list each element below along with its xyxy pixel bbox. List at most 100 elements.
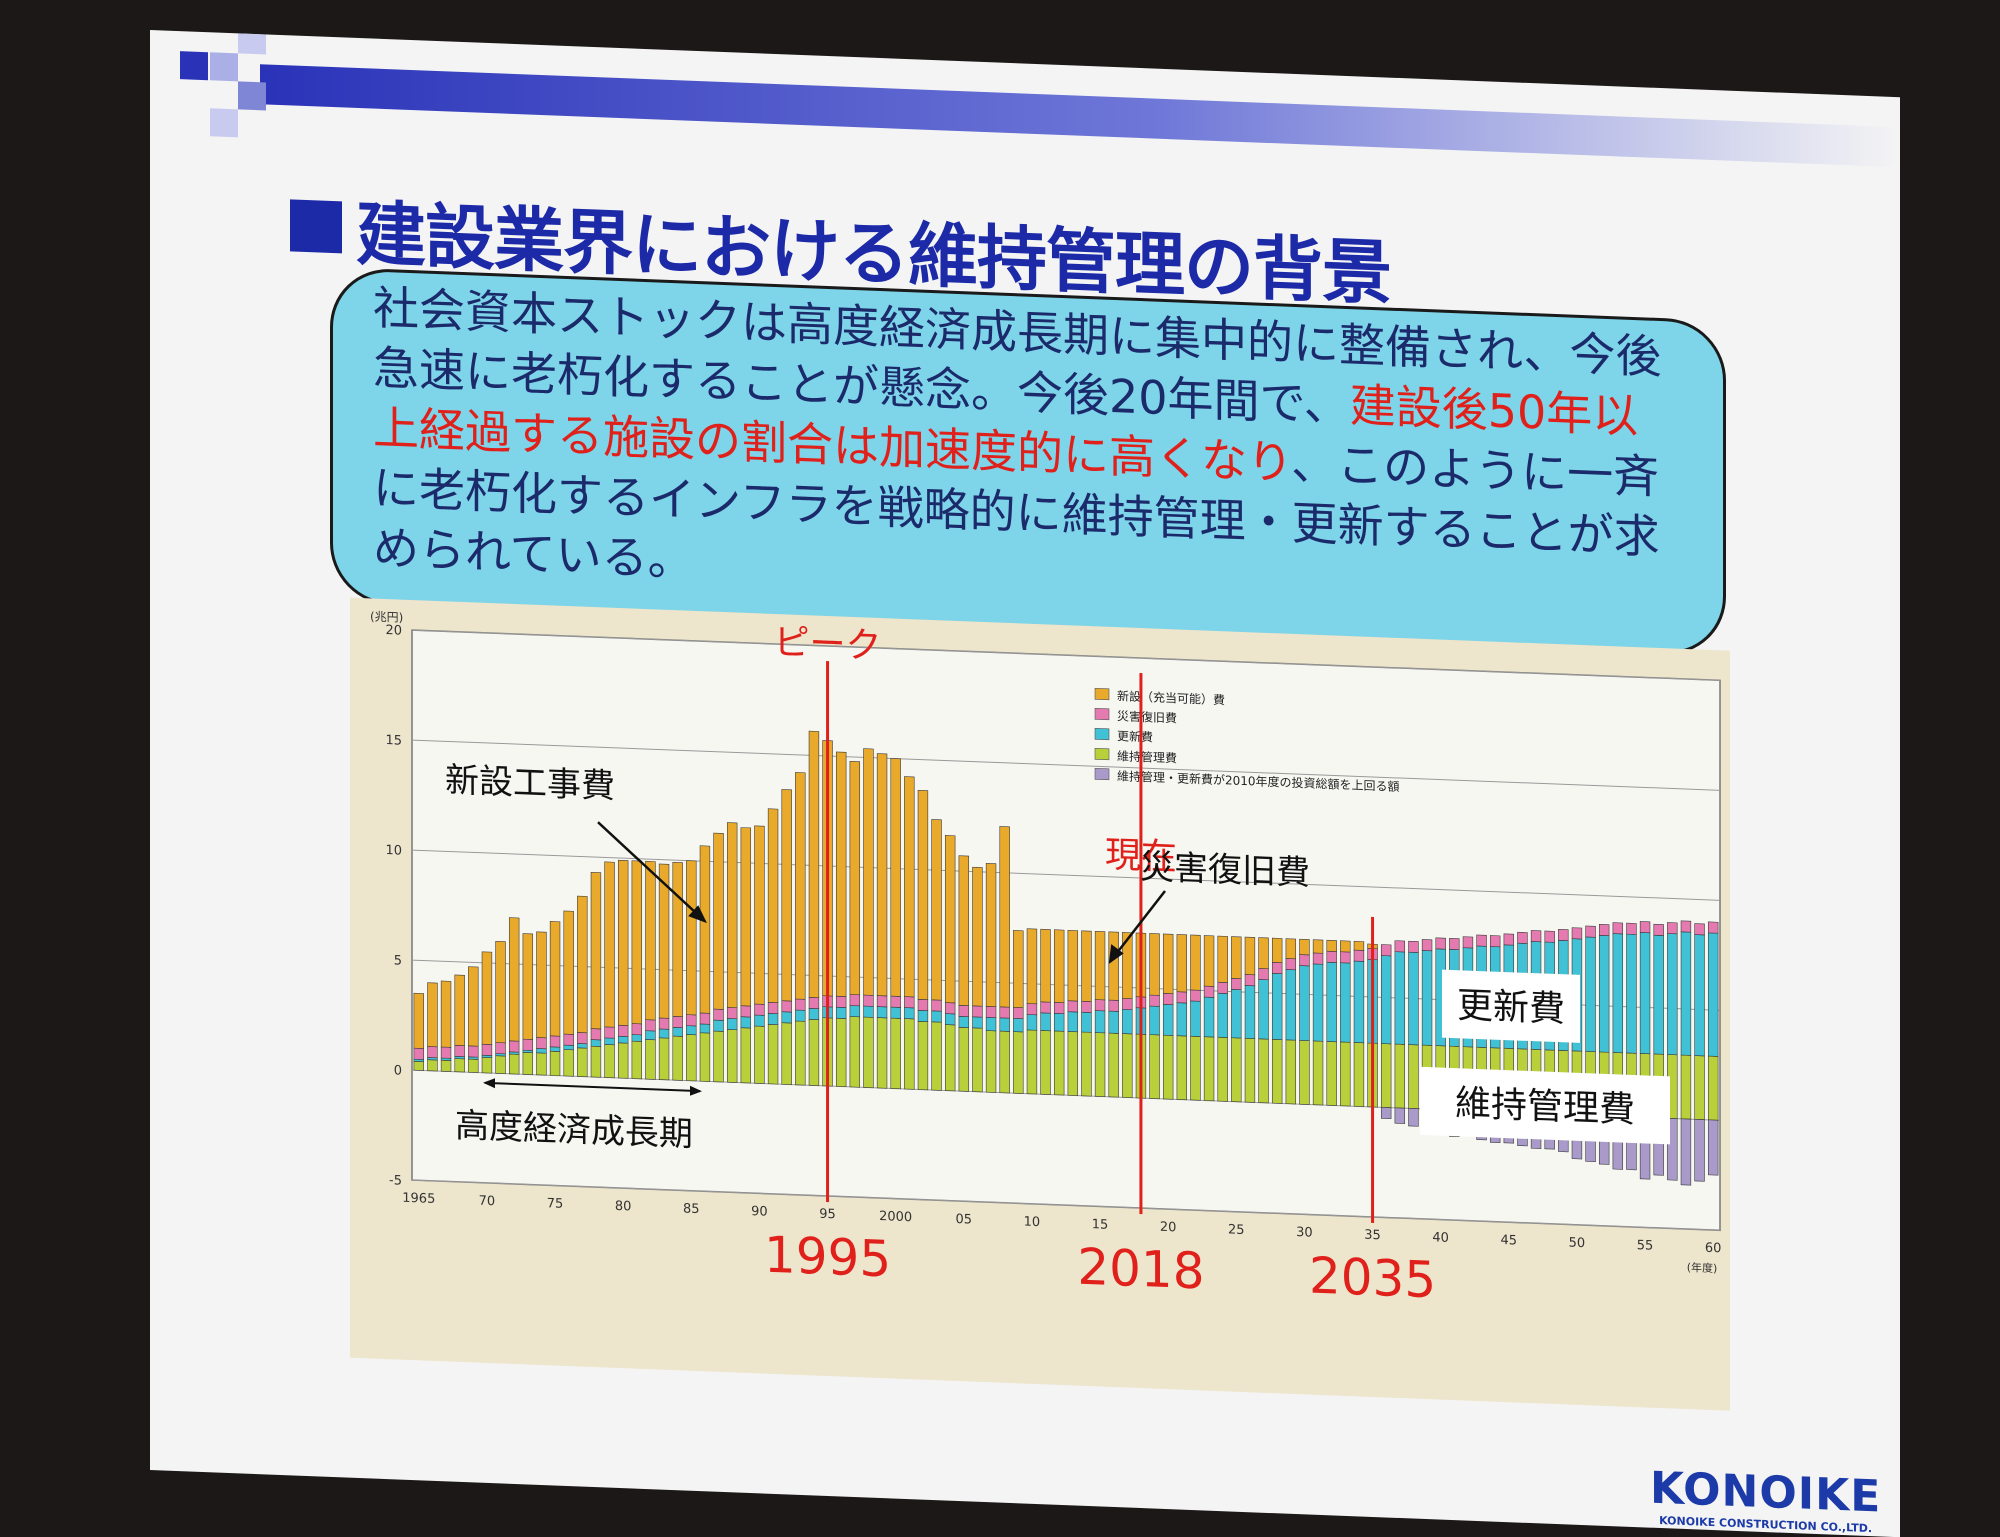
bar-disaster	[522, 1038, 534, 1051]
bar-renewal	[590, 1039, 602, 1047]
legend-swatch-renewal	[1094, 727, 1110, 741]
bar-maintenance	[577, 1047, 588, 1078]
bar-renewal	[917, 1009, 929, 1022]
marker-top-label: ピーク	[774, 622, 882, 667]
bar-new_construction	[944, 835, 956, 1004]
bar-renewal	[686, 1025, 697, 1036]
bar-new_construction	[1285, 938, 1297, 960]
x-tick-label: 20	[1160, 1220, 1177, 1236]
x-tick-label: 85	[683, 1201, 700, 1217]
bar-new_construction	[1299, 938, 1310, 956]
legend-swatch-new_construction	[1094, 687, 1110, 701]
bar-disaster	[440, 1046, 452, 1059]
bar-disaster	[876, 995, 888, 1008]
bar-disaster	[617, 1024, 629, 1037]
bar-maintenance	[468, 1058, 479, 1073]
bar-disaster	[1667, 922, 1678, 935]
bar-renewal	[1639, 932, 1651, 1055]
bar-disaster	[495, 1042, 506, 1055]
bar-disaster	[1653, 923, 1664, 936]
bar-maintenance	[1326, 1041, 1337, 1106]
bar-renewal	[1353, 960, 1365, 1044]
bar-excess	[1694, 1119, 1705, 1182]
bar-disaster	[781, 1000, 792, 1013]
bar-maintenance	[1312, 1040, 1324, 1106]
bar-new_construction	[1040, 928, 1051, 1003]
bar-disaster	[1421, 939, 1433, 952]
y-tick-label: 0	[394, 1063, 402, 1078]
bar-new_construction	[454, 974, 465, 1046]
bar-renewal	[604, 1037, 615, 1046]
bar-new_construction	[713, 832, 724, 1010]
bar-renewal	[1053, 1013, 1065, 1032]
bar-disaster	[1612, 922, 1624, 935]
bar-maintenance	[522, 1052, 534, 1076]
marker-year-label: 2018	[1077, 1238, 1204, 1301]
label-box-maintenance	[1420, 1066, 1670, 1145]
bar-renewal	[1653, 934, 1664, 1055]
bar-maintenance	[917, 1020, 929, 1091]
bar-new_construction	[427, 982, 438, 1048]
x-tick-label: 2000	[879, 1209, 912, 1225]
bar-maintenance	[672, 1035, 683, 1081]
bar-maintenance	[686, 1034, 697, 1082]
bar-maintenance	[972, 1027, 983, 1093]
bar-new_construction	[495, 940, 506, 1044]
bar-maintenance	[754, 1025, 765, 1084]
bar-renewal	[1340, 962, 1351, 1043]
bar-renewal	[1122, 1009, 1133, 1035]
x-tick-label: 30	[1296, 1225, 1313, 1241]
bar-maintenance	[985, 1030, 997, 1093]
range-arrow-left	[483, 1078, 495, 1089]
bar-renewal	[577, 1043, 588, 1049]
bar-renewal	[835, 1006, 847, 1019]
bar-disaster	[1598, 923, 1610, 936]
bar-new_construction	[1176, 934, 1188, 993]
bar-new_construction	[1326, 939, 1337, 952]
bar-disaster	[1176, 991, 1188, 1004]
bar-maintenance	[1190, 1035, 1201, 1101]
bar-maintenance	[890, 1017, 901, 1090]
bar-maintenance	[1394, 1043, 1406, 1109]
bar-disaster	[835, 995, 847, 1008]
bar-disaster	[713, 1008, 724, 1021]
title-bullet-square	[290, 199, 342, 254]
bar-disaster	[1258, 968, 1269, 981]
bar-renewal	[1162, 1004, 1174, 1036]
bar-renewal	[1231, 989, 1242, 1039]
bar-new_construction	[631, 860, 643, 1025]
bar-new_construction	[917, 789, 929, 1000]
bar-disaster	[699, 1012, 711, 1025]
bar-maintenance	[645, 1039, 656, 1080]
bar-maintenance	[835, 1017, 847, 1088]
bar-renewal	[1285, 969, 1297, 1041]
bar-disaster	[1503, 933, 1515, 946]
bar-new_construction	[577, 895, 588, 1034]
bar-new_construction	[481, 951, 493, 1045]
bar-disaster	[1530, 930, 1542, 943]
bar-renewal	[1026, 1014, 1038, 1031]
marker-year-label: 2035	[1309, 1247, 1436, 1310]
bar-disaster	[1149, 994, 1160, 1007]
bar-new_construction	[1190, 934, 1201, 991]
x-tick-label: 55	[1637, 1238, 1654, 1254]
bar-disaster	[1285, 958, 1297, 971]
legend-label-maintenance: 維持管理費	[1117, 748, 1177, 765]
bar-maintenance	[781, 1022, 792, 1085]
x-tick-label: 50	[1569, 1236, 1586, 1252]
bar-renewal	[808, 1008, 820, 1021]
bar-disaster	[808, 997, 820, 1010]
bar-maintenance	[713, 1030, 724, 1083]
x-tick-label: 70	[479, 1194, 496, 1210]
bar-disaster	[1571, 927, 1583, 940]
bar-disaster	[631, 1023, 643, 1036]
bar-maintenance	[413, 1061, 425, 1071]
bar-excess	[1380, 1106, 1392, 1119]
bar-disaster	[577, 1032, 588, 1045]
y-tick-label: 5	[394, 953, 402, 968]
bar-maintenance	[944, 1024, 956, 1092]
bar-renewal	[1108, 1010, 1119, 1034]
bar-renewal	[699, 1023, 711, 1034]
bar-disaster	[931, 999, 942, 1012]
